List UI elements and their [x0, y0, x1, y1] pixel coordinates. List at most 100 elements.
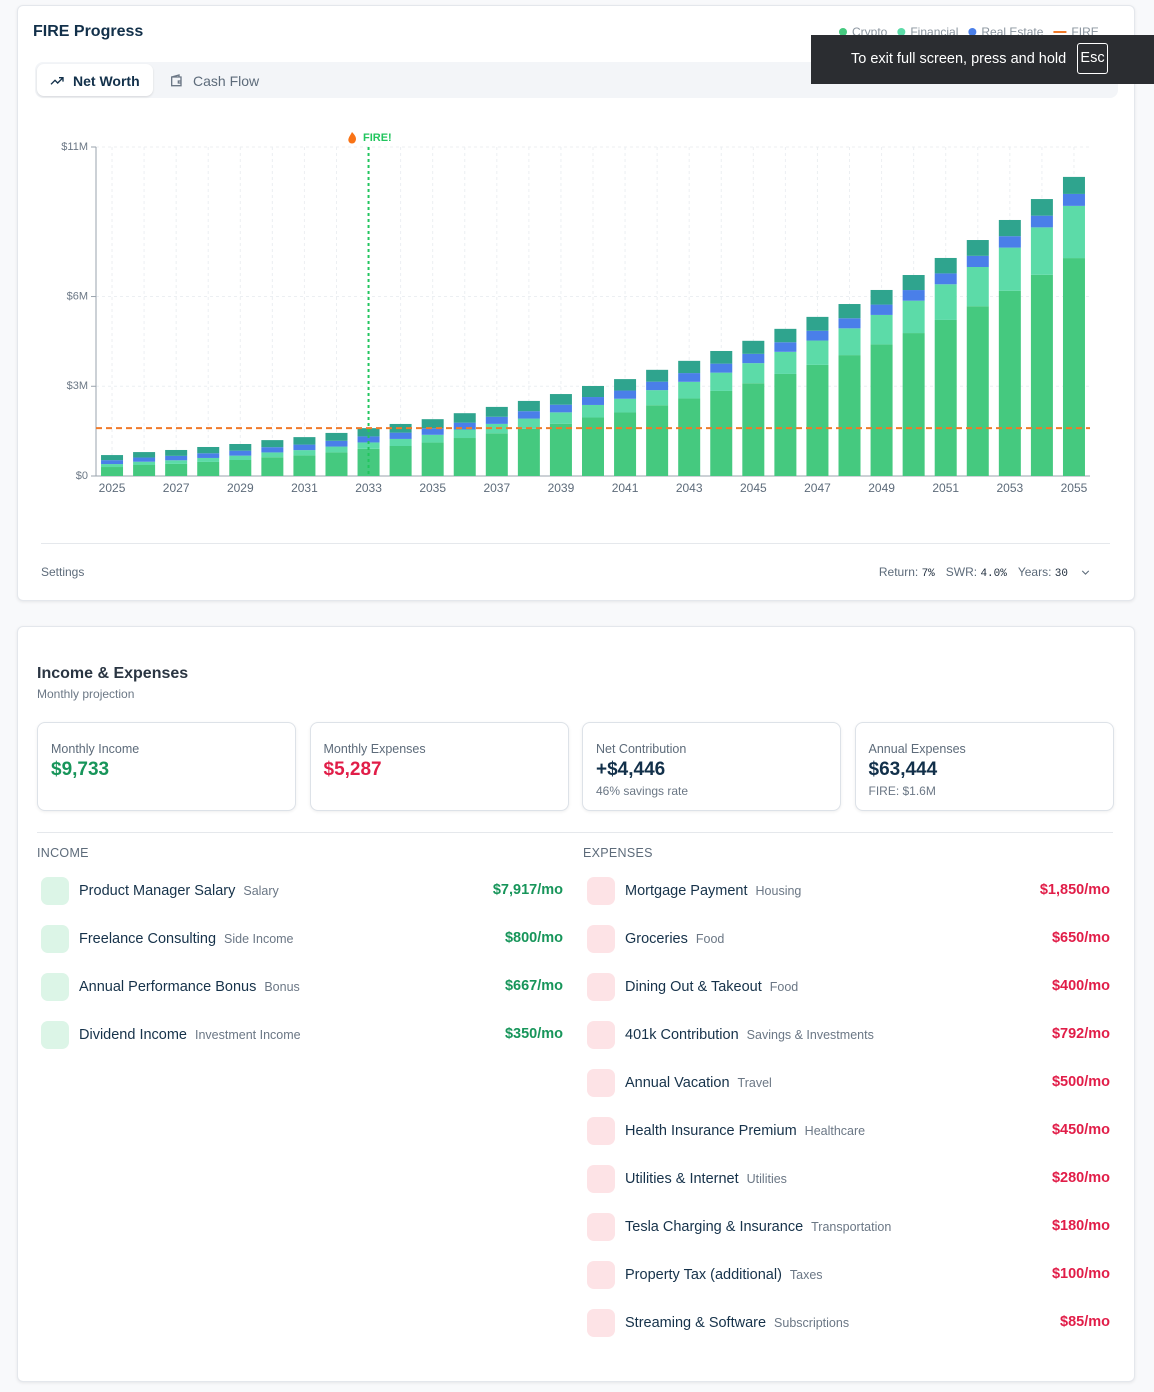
item-amount: $400/mo — [1051, 978, 1110, 994]
stat-value: $5,287 — [323, 759, 382, 780]
item-name: Health Insurance Premium — [625, 1123, 797, 1139]
fullscreen-notice: To exit full screen, press and hold Esc — [811, 35, 1154, 84]
item-name: Streaming & Software — [625, 1315, 767, 1331]
row-label: Dining Out & Takeout Food — [625, 978, 798, 996]
setting-label: Years: — [1017, 565, 1052, 579]
tab-label[interactable]: Cash Flow — [193, 73, 260, 89]
bar-segment — [582, 417, 604, 476]
bar-segment — [966, 306, 989, 476]
item-name: Property Tax (additional) — [625, 1267, 782, 1283]
item-amount: $7,917/mo — [492, 882, 563, 898]
column-title: INCOME — [37, 846, 89, 860]
stat-card: Monthly Income $9,733 — [37, 722, 296, 811]
bar-segment — [902, 300, 925, 334]
item-category: Taxes — [789, 1268, 823, 1282]
x-tick-label: 2043 — [676, 481, 703, 495]
x-tick-label: 2037 — [483, 481, 510, 495]
row-label: Annual Vacation Travel — [625, 1074, 772, 1092]
item-amount: $800/mo — [504, 930, 563, 946]
row-label: Streaming & Software Subscriptions — [625, 1314, 849, 1332]
item-name: Utilities & Internet — [625, 1171, 739, 1187]
row-label: Health Insurance Premium Healthcare — [625, 1122, 865, 1140]
item-amount: $792/mo — [1051, 1026, 1110, 1042]
bar-segment — [133, 457, 156, 462]
row-label: Tesla Charging & Insurance Transportation — [625, 1218, 891, 1236]
row-label: Annual Performance Bonus Bonus — [79, 978, 300, 996]
bar-segment — [133, 461, 156, 465]
item-amount: $100/mo — [1051, 1266, 1110, 1282]
bar-segment — [261, 447, 284, 453]
tab-active[interactable] — [37, 64, 153, 96]
row-label: Property Tax (additional) Taxes — [625, 1266, 823, 1284]
bar-segment — [806, 316, 829, 331]
item-amount: $180/mo — [1051, 1218, 1110, 1234]
bar-segment — [710, 363, 733, 373]
row-label: Mortgage Payment Housing — [625, 882, 801, 900]
bar-segment — [614, 412, 637, 476]
bar-segment — [389, 446, 412, 476]
stat-card: Annual Expenses $63,444 FIRE: $1.6M — [854, 722, 1114, 811]
item-category: Investment Income — [195, 1028, 301, 1042]
item-category: Food — [769, 980, 799, 994]
bar-segment — [197, 446, 220, 454]
chevron[interactable] — [1079, 566, 1092, 579]
row-icon — [587, 877, 615, 905]
bar-segment — [966, 255, 989, 267]
item-name: Product Manager Salary — [79, 883, 236, 899]
bar-segment — [998, 219, 1021, 237]
bar-segment — [710, 372, 733, 391]
setting: Return: 7% — [879, 565, 935, 580]
bar-segment — [261, 457, 284, 476]
tab-label[interactable]: Net Worth — [73, 73, 140, 89]
item-category: Savings & Investments — [746, 1028, 874, 1042]
bar-segment — [774, 342, 797, 352]
x-tick-label: 2025 — [99, 481, 126, 495]
row-icon — [41, 925, 69, 953]
bar-segment — [998, 247, 1021, 291]
bar-segment — [197, 457, 220, 462]
bar-segment — [870, 344, 893, 476]
item-category: Housing — [755, 884, 802, 898]
divider — [41, 543, 1110, 544]
bar-segment — [614, 398, 637, 413]
bar-segment — [229, 450, 252, 456]
stat-label: Monthly Income — [51, 742, 140, 756]
item-amount: $500/mo — [1051, 1074, 1110, 1090]
setting-label: Return: — [878, 565, 919, 579]
bar-segment — [838, 328, 861, 356]
stat-label: Monthly Expenses — [323, 742, 426, 756]
tab-icon — [171, 74, 182, 87]
bar-segment — [549, 404, 572, 413]
bar-segment — [870, 314, 893, 345]
bar-segment — [261, 440, 284, 448]
row-label: Product Manager Salary Salary — [79, 882, 279, 900]
x-tick-label: 2029 — [227, 481, 254, 495]
bar-segment — [806, 340, 829, 365]
stat-label: Annual Expenses — [868, 742, 966, 756]
bar-segment — [197, 453, 220, 458]
item-amount: $280/mo — [1051, 1170, 1110, 1186]
x-tick-label: 2051 — [932, 481, 959, 495]
item-name: Groceries — [625, 931, 688, 947]
bar-segment — [453, 438, 476, 476]
x-tick-label: 2047 — [804, 481, 831, 495]
legend-marker — [897, 28, 906, 36]
bar-segment — [421, 434, 444, 443]
bar-segment — [998, 236, 1021, 248]
x-tick-label: 2031 — [291, 481, 318, 495]
bar-segment — [421, 419, 444, 429]
row-icon — [587, 1069, 615, 1097]
row-icon — [587, 1309, 615, 1337]
bar-segment — [1030, 215, 1053, 228]
legend-marker — [968, 28, 977, 36]
bar-segment — [293, 450, 316, 456]
item-category: Subscriptions — [774, 1316, 850, 1330]
settings-label[interactable]: Settings — [41, 565, 85, 579]
item-category: Transportation — [811, 1220, 892, 1234]
bar-segment — [549, 412, 572, 424]
settings-params[interactable]: Return: 7% SWR: 4.0% Years: 30 — [879, 565, 1068, 580]
bar-segment — [389, 438, 412, 447]
bar-segment — [742, 383, 765, 476]
section-title: Income & Expenses — [37, 665, 189, 682]
item-category: Bonus — [264, 980, 300, 994]
